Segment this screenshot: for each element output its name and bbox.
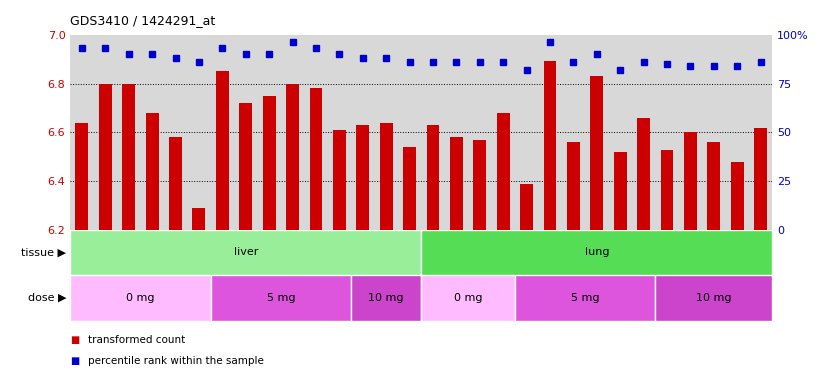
Bar bbox=[637, 118, 650, 230]
Text: ■: ■ bbox=[70, 335, 79, 345]
Bar bbox=[544, 61, 557, 230]
Bar bbox=[614, 152, 627, 230]
Text: transformed count: transformed count bbox=[88, 335, 186, 345]
Text: GDS3410 / 1424291_at: GDS3410 / 1424291_at bbox=[70, 14, 216, 27]
Bar bbox=[310, 88, 322, 230]
Bar bbox=[655, 275, 772, 321]
Bar bbox=[731, 162, 743, 230]
Bar bbox=[496, 113, 510, 230]
Text: lung: lung bbox=[585, 247, 609, 258]
Bar bbox=[169, 137, 182, 230]
Bar bbox=[661, 150, 673, 230]
Bar bbox=[211, 275, 351, 321]
Bar bbox=[450, 137, 463, 230]
Text: 0 mg: 0 mg bbox=[453, 293, 482, 303]
Bar bbox=[421, 230, 772, 275]
Text: 5 mg: 5 mg bbox=[267, 293, 295, 303]
Bar bbox=[567, 142, 580, 230]
Bar bbox=[216, 71, 229, 230]
Bar bbox=[70, 230, 421, 275]
Bar bbox=[145, 113, 159, 230]
Text: liver: liver bbox=[234, 247, 258, 258]
Bar bbox=[380, 123, 392, 230]
Bar bbox=[684, 132, 697, 230]
Bar bbox=[263, 96, 276, 230]
Bar bbox=[192, 209, 206, 230]
Bar bbox=[421, 275, 515, 321]
Text: 5 mg: 5 mg bbox=[571, 293, 600, 303]
Bar bbox=[351, 275, 421, 321]
Bar bbox=[75, 123, 88, 230]
Bar bbox=[520, 184, 533, 230]
Text: dose ▶: dose ▶ bbox=[27, 293, 66, 303]
Text: 10 mg: 10 mg bbox=[368, 293, 404, 303]
Bar bbox=[403, 147, 416, 230]
Bar bbox=[707, 142, 720, 230]
Bar bbox=[356, 125, 369, 230]
Text: ■: ■ bbox=[70, 356, 79, 366]
Text: tissue ▶: tissue ▶ bbox=[21, 247, 66, 258]
Text: percentile rank within the sample: percentile rank within the sample bbox=[88, 356, 264, 366]
Bar bbox=[286, 84, 299, 230]
Bar bbox=[122, 84, 135, 230]
Bar bbox=[240, 103, 252, 230]
Bar bbox=[754, 127, 767, 230]
Bar bbox=[426, 125, 439, 230]
Bar bbox=[99, 84, 112, 230]
Bar bbox=[333, 130, 346, 230]
Text: 10 mg: 10 mg bbox=[696, 293, 732, 303]
Bar bbox=[70, 275, 211, 321]
Text: 0 mg: 0 mg bbox=[126, 293, 154, 303]
Bar bbox=[473, 140, 487, 230]
Bar bbox=[591, 76, 603, 230]
Bar bbox=[515, 275, 655, 321]
